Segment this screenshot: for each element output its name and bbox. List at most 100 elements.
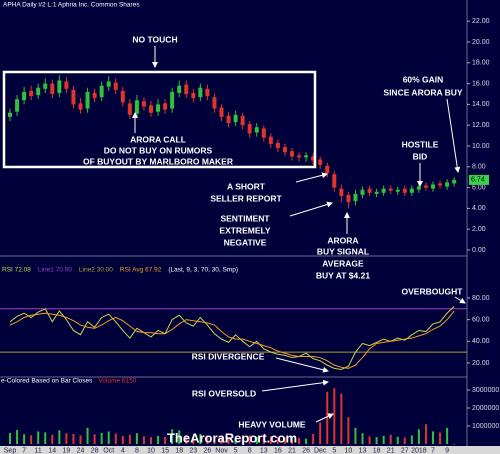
volume-bar xyxy=(107,431,110,444)
candle-body xyxy=(332,174,337,188)
candle-body xyxy=(134,100,139,114)
candle-body xyxy=(43,83,48,89)
candle-body xyxy=(247,124,252,134)
volume-bar xyxy=(227,437,230,444)
y-tick-label: 40.00 xyxy=(472,338,490,345)
volume-bar xyxy=(446,427,449,444)
volume-bar xyxy=(142,436,145,444)
candle-body xyxy=(318,159,323,165)
annotation: HOSTILE xyxy=(402,139,439,149)
x-tick-label: 2018 xyxy=(411,447,427,454)
candle-body xyxy=(423,185,428,188)
annotation: NEGATIVE xyxy=(224,237,267,247)
candle-body xyxy=(50,83,55,94)
candle-body xyxy=(402,188,407,193)
arrow xyxy=(315,413,334,423)
volume-bar xyxy=(333,388,336,444)
candle-body xyxy=(445,182,450,187)
volume-bar xyxy=(100,432,103,444)
arrow xyxy=(295,172,328,183)
annotation: OVERBOUGHT xyxy=(402,286,464,296)
annotation: ARORA CALL xyxy=(130,134,186,144)
annotation: BUY AT $4.21 xyxy=(316,270,370,280)
volume-bar xyxy=(368,436,371,444)
volume-bar xyxy=(128,434,131,444)
legend-entry: RSI Avg 67.92 xyxy=(120,267,162,274)
x-tick-label: 18 xyxy=(373,447,381,454)
annotation: A SHORT xyxy=(227,181,266,191)
y-tick-label: 2.00 xyxy=(472,226,486,233)
volume-bar xyxy=(51,434,54,444)
y-tick-label: 4.00 xyxy=(472,205,486,212)
candle-body xyxy=(156,104,161,112)
annotation: RSI OVERSOLD xyxy=(192,388,256,398)
highlight-box xyxy=(2,70,317,169)
x-tick-label: 26 xyxy=(204,447,212,454)
candle-body xyxy=(240,115,245,126)
legend-entry: (Last, 9, 3, 70, 30, Smp) xyxy=(168,267,238,274)
candle-body xyxy=(388,188,393,191)
candle-body xyxy=(113,82,118,90)
annotation: BID xyxy=(413,151,428,161)
candle-body xyxy=(99,85,104,98)
candle-body xyxy=(64,81,69,89)
candle-body xyxy=(127,103,132,115)
arrow xyxy=(261,379,329,392)
volume-bar xyxy=(44,432,47,444)
y-tick-label: 20.00 xyxy=(472,360,490,367)
candle-body xyxy=(71,89,76,105)
legend-entry: Volume 6150 xyxy=(98,378,136,385)
candle-body xyxy=(275,142,280,149)
volume-bar xyxy=(262,434,265,444)
volume-bar xyxy=(305,438,308,444)
volume-bar xyxy=(121,435,124,444)
candle-body xyxy=(268,136,273,144)
x-tick-label: 15 xyxy=(161,447,169,454)
candle-body xyxy=(8,112,12,117)
volume-bar xyxy=(326,391,329,444)
legend-entry: Line1 70.00 xyxy=(38,267,72,274)
candle-body xyxy=(226,115,231,124)
annotation: NO TOUCH xyxy=(132,34,177,44)
annotation: RSI DIVERGENCE xyxy=(192,351,265,361)
y-tick-label: 20.00 xyxy=(472,39,490,46)
candle-body xyxy=(431,184,435,189)
volume-bar xyxy=(410,435,413,444)
candle-body xyxy=(360,189,365,195)
x-tick-label: 8 xyxy=(135,447,139,454)
candle-body xyxy=(85,91,90,109)
candle-body xyxy=(177,85,182,93)
x-tick-label: 10 xyxy=(147,447,155,454)
candle-body xyxy=(311,156,316,161)
volume-bar xyxy=(114,433,117,444)
volume-bar xyxy=(354,427,357,444)
candle-body xyxy=(374,191,379,194)
volume-bar xyxy=(178,430,181,444)
y-tick-label: 60.00 xyxy=(472,316,490,323)
x-tick-label: 9 xyxy=(445,447,449,454)
candle-body xyxy=(233,114,238,123)
y-tick-label: 0.00 xyxy=(472,247,486,254)
annotation: 60% GAIN xyxy=(403,74,444,84)
watermark: TheAroraReport.com xyxy=(167,430,297,445)
volume-bar xyxy=(396,436,399,444)
x-tick-label: Nov xyxy=(215,447,228,454)
volume-bar xyxy=(93,434,96,444)
candle-body xyxy=(395,189,400,192)
candle-body xyxy=(36,87,41,96)
candle-body xyxy=(297,155,302,158)
arrow xyxy=(446,98,461,173)
volume-bar xyxy=(361,433,364,444)
annotation: ARORA xyxy=(327,235,358,245)
annotation: SENTIMENT xyxy=(220,213,270,223)
y-tick-label: 1000000 xyxy=(472,423,499,430)
candle-body xyxy=(212,97,217,109)
y-tick-label: 8.00 xyxy=(472,164,486,171)
volume-bar xyxy=(432,431,434,444)
candle-body xyxy=(416,186,421,190)
y-tick-label: 80.00 xyxy=(472,295,490,302)
volume-bar xyxy=(382,435,385,444)
candle-body xyxy=(149,105,153,113)
volume-bar xyxy=(199,433,202,444)
y-tick-label: 10.00 xyxy=(472,143,490,150)
